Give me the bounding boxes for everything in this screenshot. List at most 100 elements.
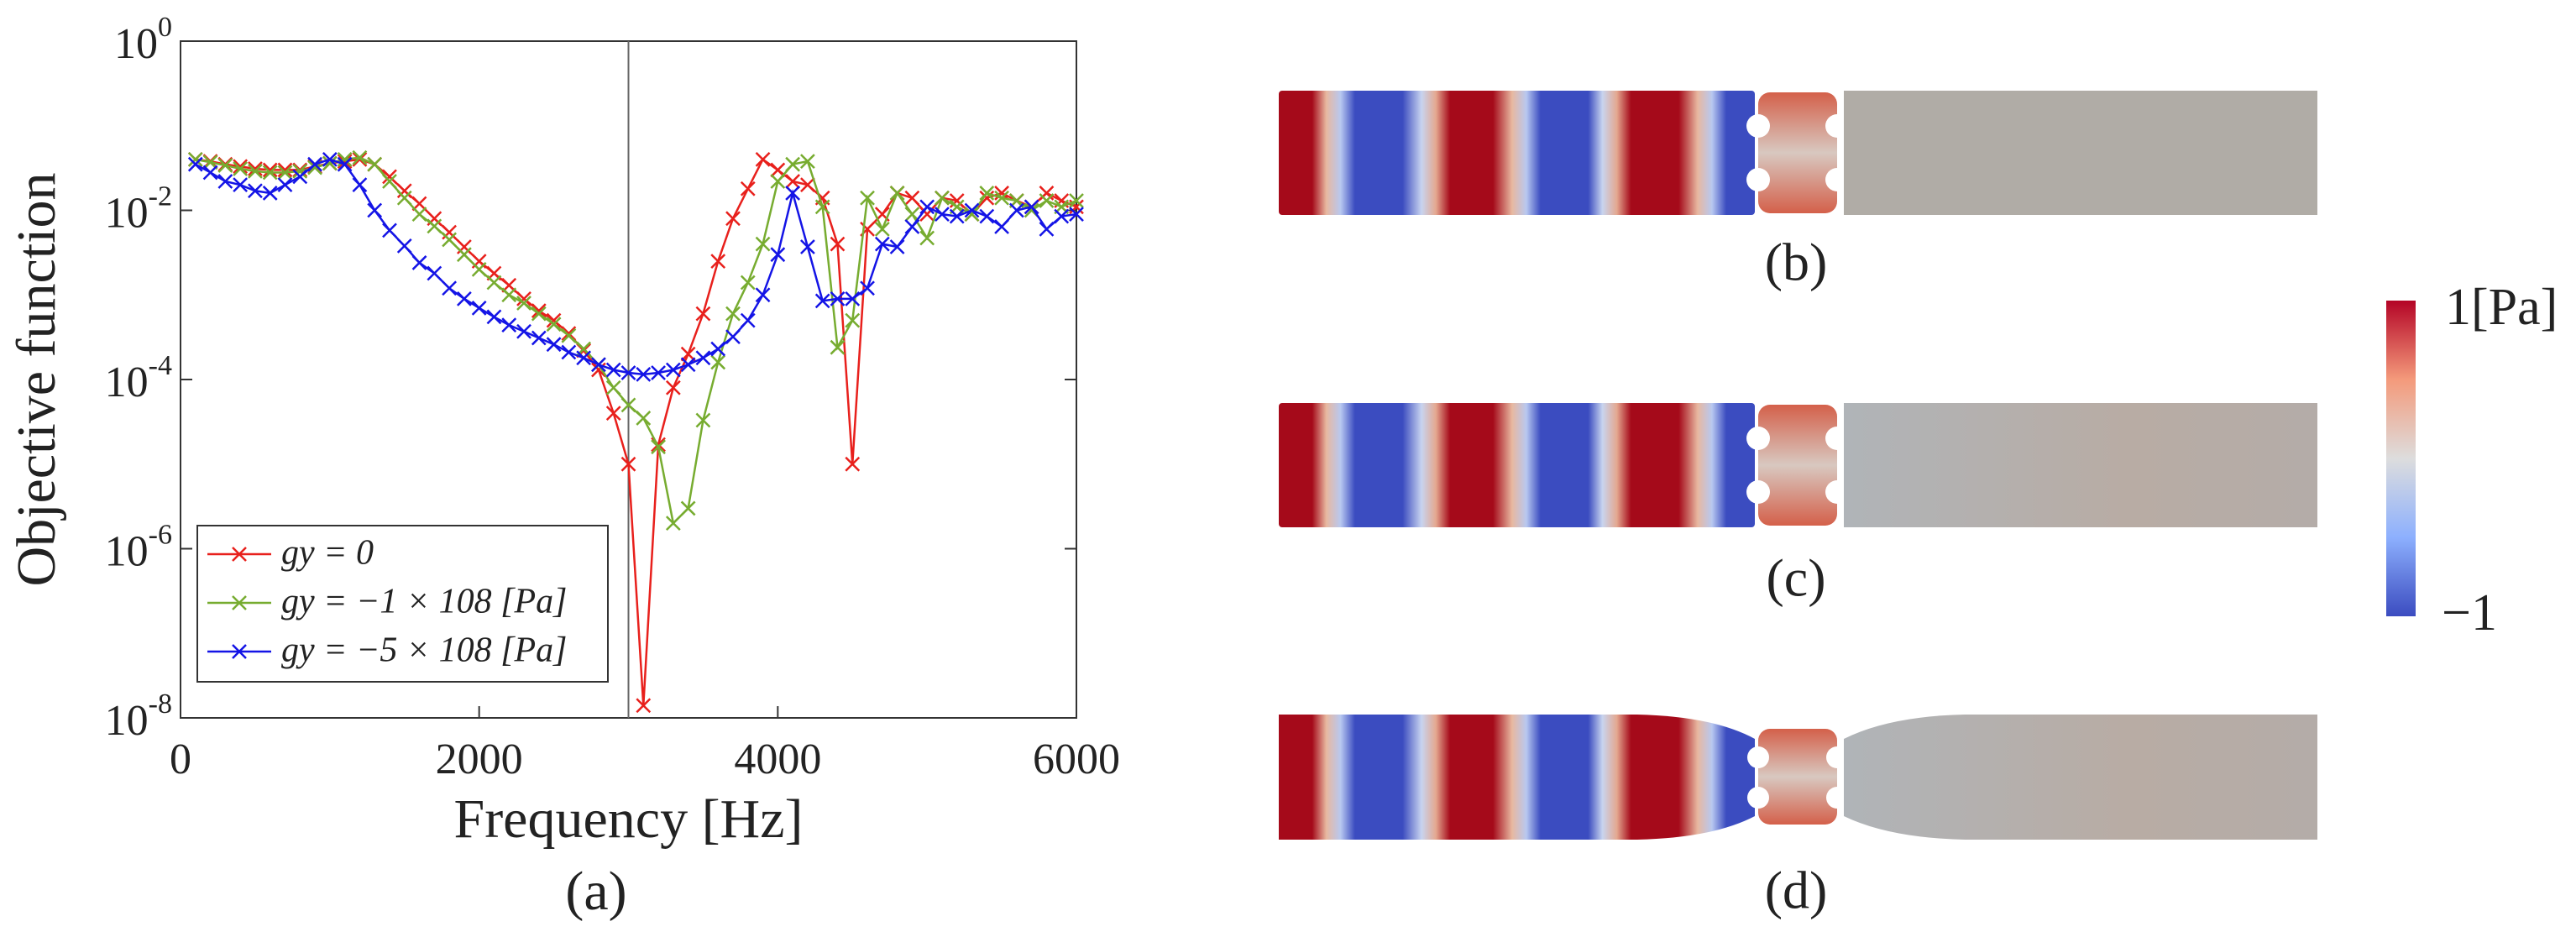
data-point: [680, 357, 696, 373]
data-point: [636, 367, 652, 382]
data-point: [471, 262, 487, 277]
waveguide-left: [1279, 715, 1755, 840]
data-point: [994, 190, 1009, 206]
data-point: [979, 208, 995, 224]
data-point: [725, 211, 741, 227]
notch: [1825, 427, 1849, 450]
data-point: [427, 218, 442, 234]
panel-c: [1279, 403, 2317, 527]
data-point: [785, 174, 801, 189]
data-point: [904, 207, 920, 222]
data-point: [740, 275, 756, 291]
data-point: [248, 183, 263, 199]
panel-caption: (b): [1765, 233, 1828, 292]
colorbar-min-label: −1: [2442, 584, 2497, 641]
waveguide-right: [1844, 91, 2317, 215]
data-point: [620, 397, 636, 413]
data-point: [889, 239, 905, 254]
data-point: [874, 236, 890, 252]
x-tick-label: 0: [170, 736, 191, 783]
data-point: [382, 223, 397, 238]
y-tick-base: 10: [105, 527, 149, 575]
data-point: [337, 156, 353, 172]
notch: [1746, 480, 1770, 504]
data-point: [935, 207, 950, 222]
notch: [1825, 168, 1849, 191]
data-point: [904, 190, 920, 206]
y-tick-exponent: 0: [158, 12, 172, 43]
data-point: [1054, 208, 1070, 224]
data-point: [516, 296, 531, 311]
panel-d: [1279, 715, 2317, 840]
data-point: [770, 174, 786, 189]
data-point: [800, 239, 815, 254]
data-point: [665, 516, 681, 531]
waveguide-right: [1844, 715, 2317, 840]
data-point: [785, 156, 801, 172]
y-tick-base: 10: [105, 697, 149, 745]
data-point: [860, 190, 875, 206]
data-point: [605, 362, 621, 378]
notch: [1826, 746, 1848, 768]
legend-marker: [232, 547, 247, 562]
data-point: [620, 456, 636, 472]
data-point: [680, 500, 696, 516]
data-point: [202, 165, 218, 181]
waveguide-right: [1844, 403, 2317, 527]
legend: gy = 0 gy = −1 × 108 [Pa] gy = −5 × 108 [P…: [196, 525, 609, 683]
data-point: [1039, 193, 1055, 208]
neck: [1758, 405, 1837, 526]
data-point: [217, 158, 233, 173]
data-point: [830, 339, 846, 355]
data-point: [800, 177, 815, 193]
notch: [1747, 787, 1769, 809]
data-point: [352, 149, 368, 165]
data-point: [605, 380, 621, 395]
y-tick-label: 100: [114, 12, 172, 68]
y-tick-label: 10-2: [105, 181, 172, 237]
data-point: [755, 151, 771, 167]
data-point: [367, 202, 383, 218]
data-point: [396, 190, 412, 206]
data-point: [964, 207, 980, 222]
data-point: [531, 306, 547, 322]
data-point: [411, 207, 427, 222]
x-tick-label: 2000: [436, 736, 523, 783]
y-tick-exponent: -8: [149, 689, 172, 720]
data-point: [680, 346, 696, 362]
data-point: [830, 236, 846, 252]
data-point: [471, 300, 487, 316]
data-point: [531, 303, 547, 318]
data-point: [889, 186, 905, 201]
data-point: [964, 202, 980, 218]
notch: [1747, 746, 1769, 768]
data-point: [710, 354, 726, 370]
data-point: [456, 247, 472, 263]
data-point: [516, 323, 531, 339]
data-point: [233, 159, 249, 175]
y-axis-label: Objective function: [6, 172, 67, 586]
data-point: [919, 230, 935, 246]
data-point: [337, 154, 353, 169]
data-point: [740, 312, 756, 328]
data-point: [591, 357, 606, 373]
data-point: [277, 165, 293, 181]
data-point: [546, 312, 562, 328]
data-point: [382, 174, 397, 189]
data-point: [516, 291, 531, 306]
y-tick-label: 10-4: [105, 350, 172, 406]
colorbar-max-label: 1[Pa]: [2445, 279, 2558, 336]
data-point: [187, 156, 203, 172]
data-point: [367, 156, 383, 172]
data-point: [710, 341, 726, 357]
data-point: [814, 199, 830, 215]
data-point: [187, 151, 203, 167]
data-point: [770, 162, 786, 178]
data-point: [576, 350, 592, 366]
data-point: [845, 291, 861, 306]
data-point: [501, 287, 517, 303]
y-tick-label: 10-8: [105, 689, 172, 745]
neck: [1758, 92, 1837, 213]
data-point: [800, 154, 815, 169]
data-point: [814, 293, 830, 309]
